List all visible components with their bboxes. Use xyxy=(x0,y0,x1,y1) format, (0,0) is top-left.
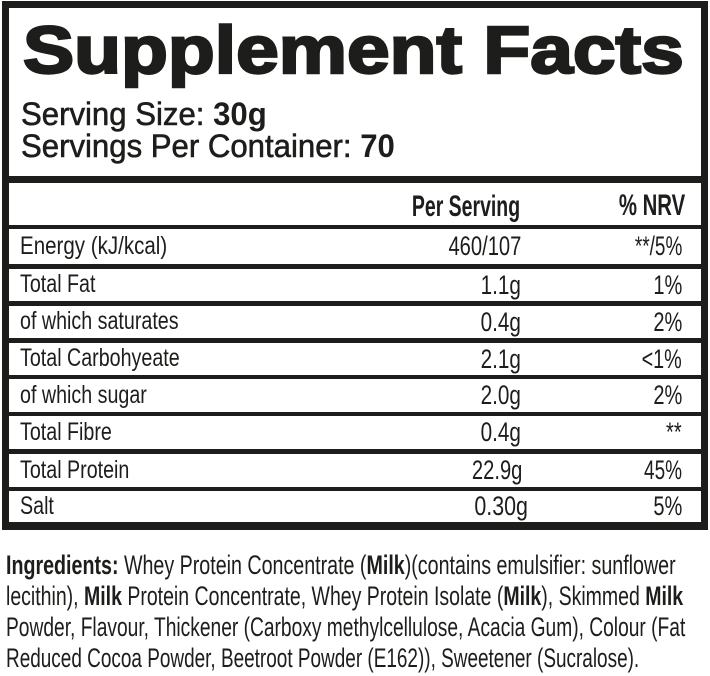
servings-per-container-line: Servings Per Container: 70 xyxy=(21,127,411,164)
nutrient-name: Salt xyxy=(20,492,54,520)
facts-panel: Supplement Facts Serving Size: 30g Servi… xyxy=(2,1,708,530)
per-serving-value: 0.4g xyxy=(480,417,522,447)
table-row-protein: Total Protein 22.9g 45% xyxy=(9,454,701,491)
nutrient-name: of which sugar xyxy=(20,381,147,409)
ingredients-line: Reduced Cocoa Powder, Beetroot Powder (E… xyxy=(6,643,710,674)
table-row-fibre: Total Fibre 0.4g ** xyxy=(9,416,701,454)
ingredient-emphasis-text: Milk xyxy=(84,581,122,611)
ingredient-emphasis-text: Milk xyxy=(366,550,405,580)
table-header-row: Per Serving % NRV xyxy=(9,183,701,229)
nrv-value: ** xyxy=(666,417,682,447)
nrv-value: 2% xyxy=(653,306,682,337)
ingredient-text: lecithin), xyxy=(6,581,85,611)
ingredient-text: ), Skimmed xyxy=(541,581,646,611)
ingredients-line: Powder, Flavour, Thickener (Carboxy meth… xyxy=(6,612,710,643)
nutrient-name: Total Fibre xyxy=(20,418,112,446)
table-row-sugar: of which sugar 2.0g 2% xyxy=(9,379,701,416)
table-row-energy: Energy (kJ/kcal) 460/107 **/5% xyxy=(9,229,701,269)
ingredients-line: Ingredients: Whey Protein Concentrate (M… xyxy=(6,550,710,581)
nrv-value: 1% xyxy=(653,269,682,300)
serving-size-line: Serving Size: 30g xyxy=(21,95,278,132)
table-row-salt: Salt 0.30g 5% xyxy=(9,491,701,522)
per-serving-value: 1.1g xyxy=(480,269,522,300)
column-header-per-serving: Per Serving xyxy=(411,189,520,223)
per-serving-value: 22.9g xyxy=(471,455,523,485)
serving-size-value: 30g xyxy=(213,95,267,132)
table-row-carbohydrate: Total Carbohyeate 2.1g <1% xyxy=(9,343,701,379)
nrv-value: **/5% xyxy=(634,231,682,261)
ingredient-text: Reduced Cocoa Powder, Beetroot Powder (E… xyxy=(6,643,640,673)
serving-size-label: Serving Size: xyxy=(21,95,214,132)
column-header-nrv: % NRV xyxy=(618,188,685,222)
nrv-value: <1% xyxy=(641,343,682,374)
nutrient-name: Energy (kJ/kcal) xyxy=(20,232,168,260)
nutrient-name: Total Carbohyeate xyxy=(20,345,180,372)
table-row-total-fat: Total Fat 1.1g 1% xyxy=(9,269,701,306)
per-serving-value: 460/107 xyxy=(448,231,521,261)
ingredient-text: Protein Concentrate, Whey Protein Isolat… xyxy=(121,581,504,611)
ingredient-emphasis-text: Milk xyxy=(645,581,684,611)
servings-per-container-label: Servings Per Container: xyxy=(21,127,361,164)
ingredient-text: Whey Protein Concentrate ( xyxy=(118,550,367,580)
ingredient-text: Powder, Flavour, Thickener (Carboxy meth… xyxy=(6,612,686,642)
servings-per-container-value: 70 xyxy=(360,127,395,164)
nutrient-name: Total Protein xyxy=(20,456,130,484)
nutrient-name: of which saturates xyxy=(20,308,179,335)
nutrient-name: Total Fat xyxy=(20,271,96,298)
ingredients-line: lecithin), Milk Protein Concentrate, Whe… xyxy=(6,581,710,612)
ingredients-paragraph: Ingredients: Whey Protein Concentrate (M… xyxy=(6,550,710,674)
ingredient-text: )(contains emulsifier: sunflower xyxy=(404,550,676,580)
ingredient-emphasis-text: Ingredients: xyxy=(6,550,119,580)
per-serving-value: 2.1g xyxy=(480,343,522,374)
panel-title-text: Supplement Facts xyxy=(22,13,685,88)
per-serving-value: 0.30g xyxy=(474,491,528,521)
nrv-value: 2% xyxy=(653,380,682,410)
title-block: Supplement Facts Serving Size: 30g Servi… xyxy=(9,8,701,183)
nrv-value: 5% xyxy=(653,491,682,521)
per-serving-value: 0.4g xyxy=(480,306,522,337)
per-serving-value: 2.0g xyxy=(480,380,522,410)
nrv-value: 45% xyxy=(643,455,682,485)
ingredient-emphasis-text: Milk xyxy=(503,581,542,611)
panel-title: Supplement Facts xyxy=(22,16,685,85)
table-row-saturates: of which saturates 0.4g 2% xyxy=(9,306,701,343)
